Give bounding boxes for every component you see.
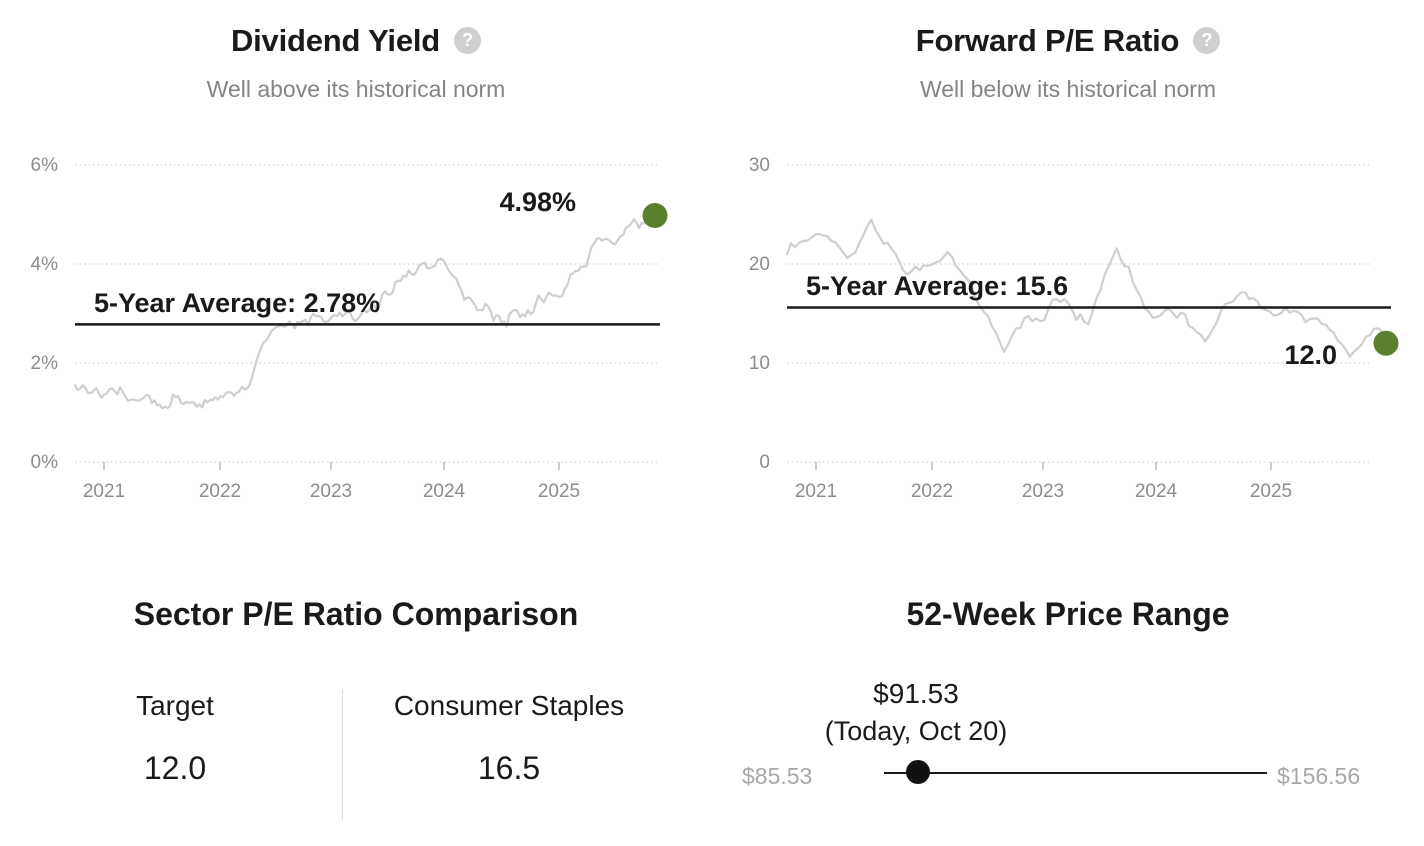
svg-text:4%: 4% (31, 254, 59, 275)
svg-text:12.0: 12.0 (1284, 340, 1337, 370)
svg-text:20: 20 (749, 254, 770, 275)
svg-text:0: 0 (759, 452, 770, 473)
svg-text:5-Year Average: 15.6: 5-Year Average: 15.6 (806, 271, 1068, 301)
svg-text:2024: 2024 (423, 481, 466, 500)
svg-text:2024: 2024 (1135, 481, 1178, 500)
svg-text:2025: 2025 (538, 481, 580, 500)
svg-text:0%: 0% (31, 452, 59, 473)
svg-text:10: 10 (749, 353, 770, 374)
svg-text:2023: 2023 (310, 481, 352, 500)
svg-text:4.98%: 4.98% (499, 187, 576, 217)
svg-text:2%: 2% (31, 353, 59, 374)
svg-text:2022: 2022 (199, 481, 241, 500)
svg-text:2021: 2021 (83, 481, 125, 500)
svg-text:2022: 2022 (911, 481, 953, 500)
svg-text:2023: 2023 (1022, 481, 1064, 500)
svg-text:6%: 6% (31, 155, 59, 176)
svg-text:30: 30 (749, 155, 770, 176)
svg-text:2021: 2021 (795, 481, 837, 500)
svg-text:5-Year Average: 2.78%: 5-Year Average: 2.78% (94, 288, 380, 318)
svg-text:2025: 2025 (1250, 481, 1292, 500)
